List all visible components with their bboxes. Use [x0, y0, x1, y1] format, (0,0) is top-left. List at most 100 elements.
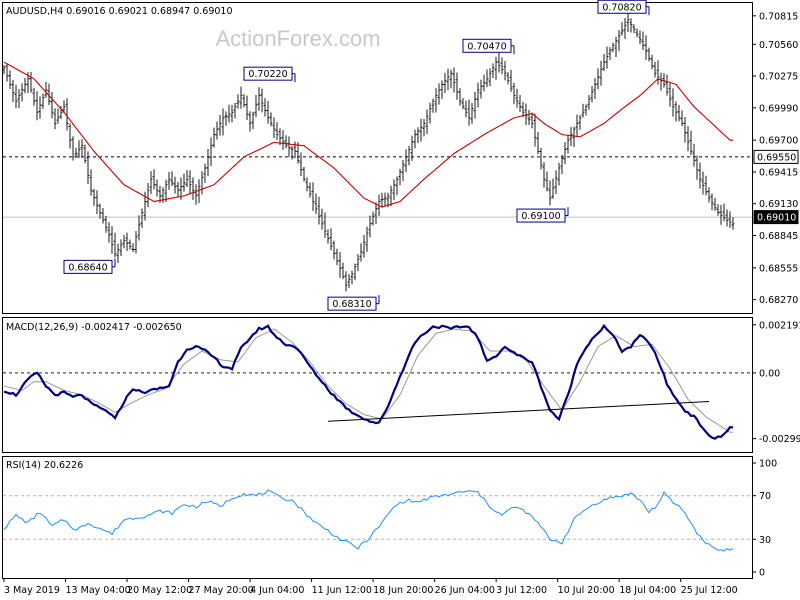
ohlc-bar — [176, 181, 180, 197]
price-panel-frame — [2, 2, 753, 314]
ohlc-bar — [212, 127, 216, 148]
ohlc-bar — [719, 204, 723, 225]
rsi-panel: RSI(14) 20.6226 100 70 30 0 — [2, 456, 777, 579]
ohlc-bar — [68, 123, 72, 149]
ohlc-bar — [722, 203, 726, 222]
rsi-axis-label: 70 — [759, 491, 771, 502]
reference-lines — [3, 156, 752, 218]
ohlc-bar — [146, 183, 150, 208]
ohlc-bar — [602, 53, 606, 71]
ohlc-bar — [221, 108, 225, 136]
annotation-label: 0.68640 — [68, 262, 107, 273]
ohlc-bar — [125, 232, 129, 251]
price-annotation: 0.68640 — [63, 258, 116, 274]
time-axis-label: 18 Jun 20:00 — [373, 585, 433, 596]
price-panel: ActionForex.com 0.68640 0.70220 0.68310 0.7… — [2, 0, 799, 314]
ohlc-bar — [683, 116, 687, 143]
time-axis-label: 3 Jul 12:00 — [496, 585, 547, 596]
ohlc-bar — [65, 98, 69, 131]
time-axis-label: 11 Jun 12:00 — [312, 585, 372, 596]
ohlc-bar — [98, 203, 102, 219]
ohlc-bar — [674, 101, 678, 122]
ohlc-bar — [233, 103, 237, 119]
ohlc-bar — [647, 47, 651, 62]
ohlc-bar — [263, 98, 267, 117]
ohlc-bar — [497, 52, 501, 73]
ohlc-bar — [725, 209, 729, 227]
price-annotation: 0.68310 — [327, 295, 380, 311]
ohlc-bar — [77, 140, 81, 158]
ohlc-bar — [590, 86, 594, 103]
price-axis-label: 0.69700 — [759, 136, 798, 147]
ohlc-bar — [278, 128, 282, 146]
ohlc-bar — [116, 243, 120, 264]
ohlc-bar — [110, 226, 114, 254]
annotation-label: 0.70820 — [602, 2, 641, 13]
ohlc-bar — [368, 215, 372, 238]
ohlc-bar — [272, 117, 276, 139]
ohlc-bar — [410, 135, 414, 161]
ohlc-bar — [11, 79, 15, 103]
ohlc-bar — [245, 95, 249, 120]
ohlc-bar — [713, 197, 717, 211]
ohlc-bar — [17, 89, 21, 109]
time-axis-label: 26 Jun 04:00 — [435, 585, 495, 596]
ohlc-bar — [491, 63, 495, 79]
ohlc-bar — [443, 72, 447, 93]
ohlc-bar — [122, 234, 126, 249]
price-axis-label: 0.68845 — [759, 231, 798, 242]
ohlc-bar — [494, 56, 498, 80]
ohlc-bar — [539, 147, 543, 170]
ohlc-bar — [182, 173, 186, 192]
ohlc-bar — [113, 232, 117, 258]
ohlc-bar — [86, 151, 90, 184]
ohlc-bar — [716, 204, 720, 216]
ohlc-bar — [704, 175, 708, 196]
ohlc-bar — [596, 68, 600, 90]
ohlc-bar — [575, 114, 579, 136]
price-axis-label: 0.69130 — [759, 199, 798, 210]
ohlc-bar — [257, 87, 261, 111]
ohlc-bar — [224, 111, 228, 126]
annotation-label: 0.70220 — [248, 69, 287, 80]
ohlc-bar — [32, 88, 36, 106]
price-axis-label: 0.70275 — [759, 72, 798, 83]
ohlc-bar — [203, 163, 207, 183]
ohlc-bar — [728, 211, 732, 228]
ohlc-bar — [107, 222, 111, 243]
ohlc-bar — [194, 184, 198, 205]
ohlc-bar — [128, 239, 132, 250]
ohlc-bar — [434, 88, 438, 113]
ohlc-bar — [710, 193, 714, 211]
ohlc-bar — [581, 103, 585, 118]
time-axis-label: 18 Jul 04:00 — [619, 585, 676, 596]
ohlc-bar — [74, 147, 78, 158]
ohlc-bar — [362, 234, 366, 258]
ohlc-bar — [701, 171, 705, 195]
ohlc-bar — [218, 114, 222, 136]
ohlc-bar — [614, 36, 618, 58]
ohlc-bar — [560, 154, 564, 175]
annotation-box — [462, 38, 512, 53]
ohlc-bar — [452, 67, 456, 93]
macd-axis-label: 0.00 — [759, 368, 780, 379]
ohlc-bar — [521, 101, 525, 118]
watermark: ActionForex.com — [215, 26, 380, 51]
ohlc-bar — [101, 207, 105, 224]
ohlc-bar — [269, 112, 273, 127]
ohlc-bar — [92, 189, 96, 206]
annotation-box — [243, 66, 293, 81]
ohlc-bar — [47, 83, 51, 105]
macd-panel: MACD(12,26,9) -0.002417 -0.002650 0.0021… — [2, 317, 800, 453]
ohlc-bar — [635, 28, 639, 38]
ohlc-bar — [401, 159, 405, 181]
price-bars — [2, 13, 735, 292]
annotation-box — [516, 208, 566, 223]
ohlc-bar — [671, 88, 675, 117]
annotation-box — [597, 0, 647, 14]
ohlc-bar — [656, 60, 660, 85]
ohlc-bar — [653, 61, 657, 78]
ohlc-bar — [428, 102, 432, 124]
annotation-box — [63, 259, 113, 274]
